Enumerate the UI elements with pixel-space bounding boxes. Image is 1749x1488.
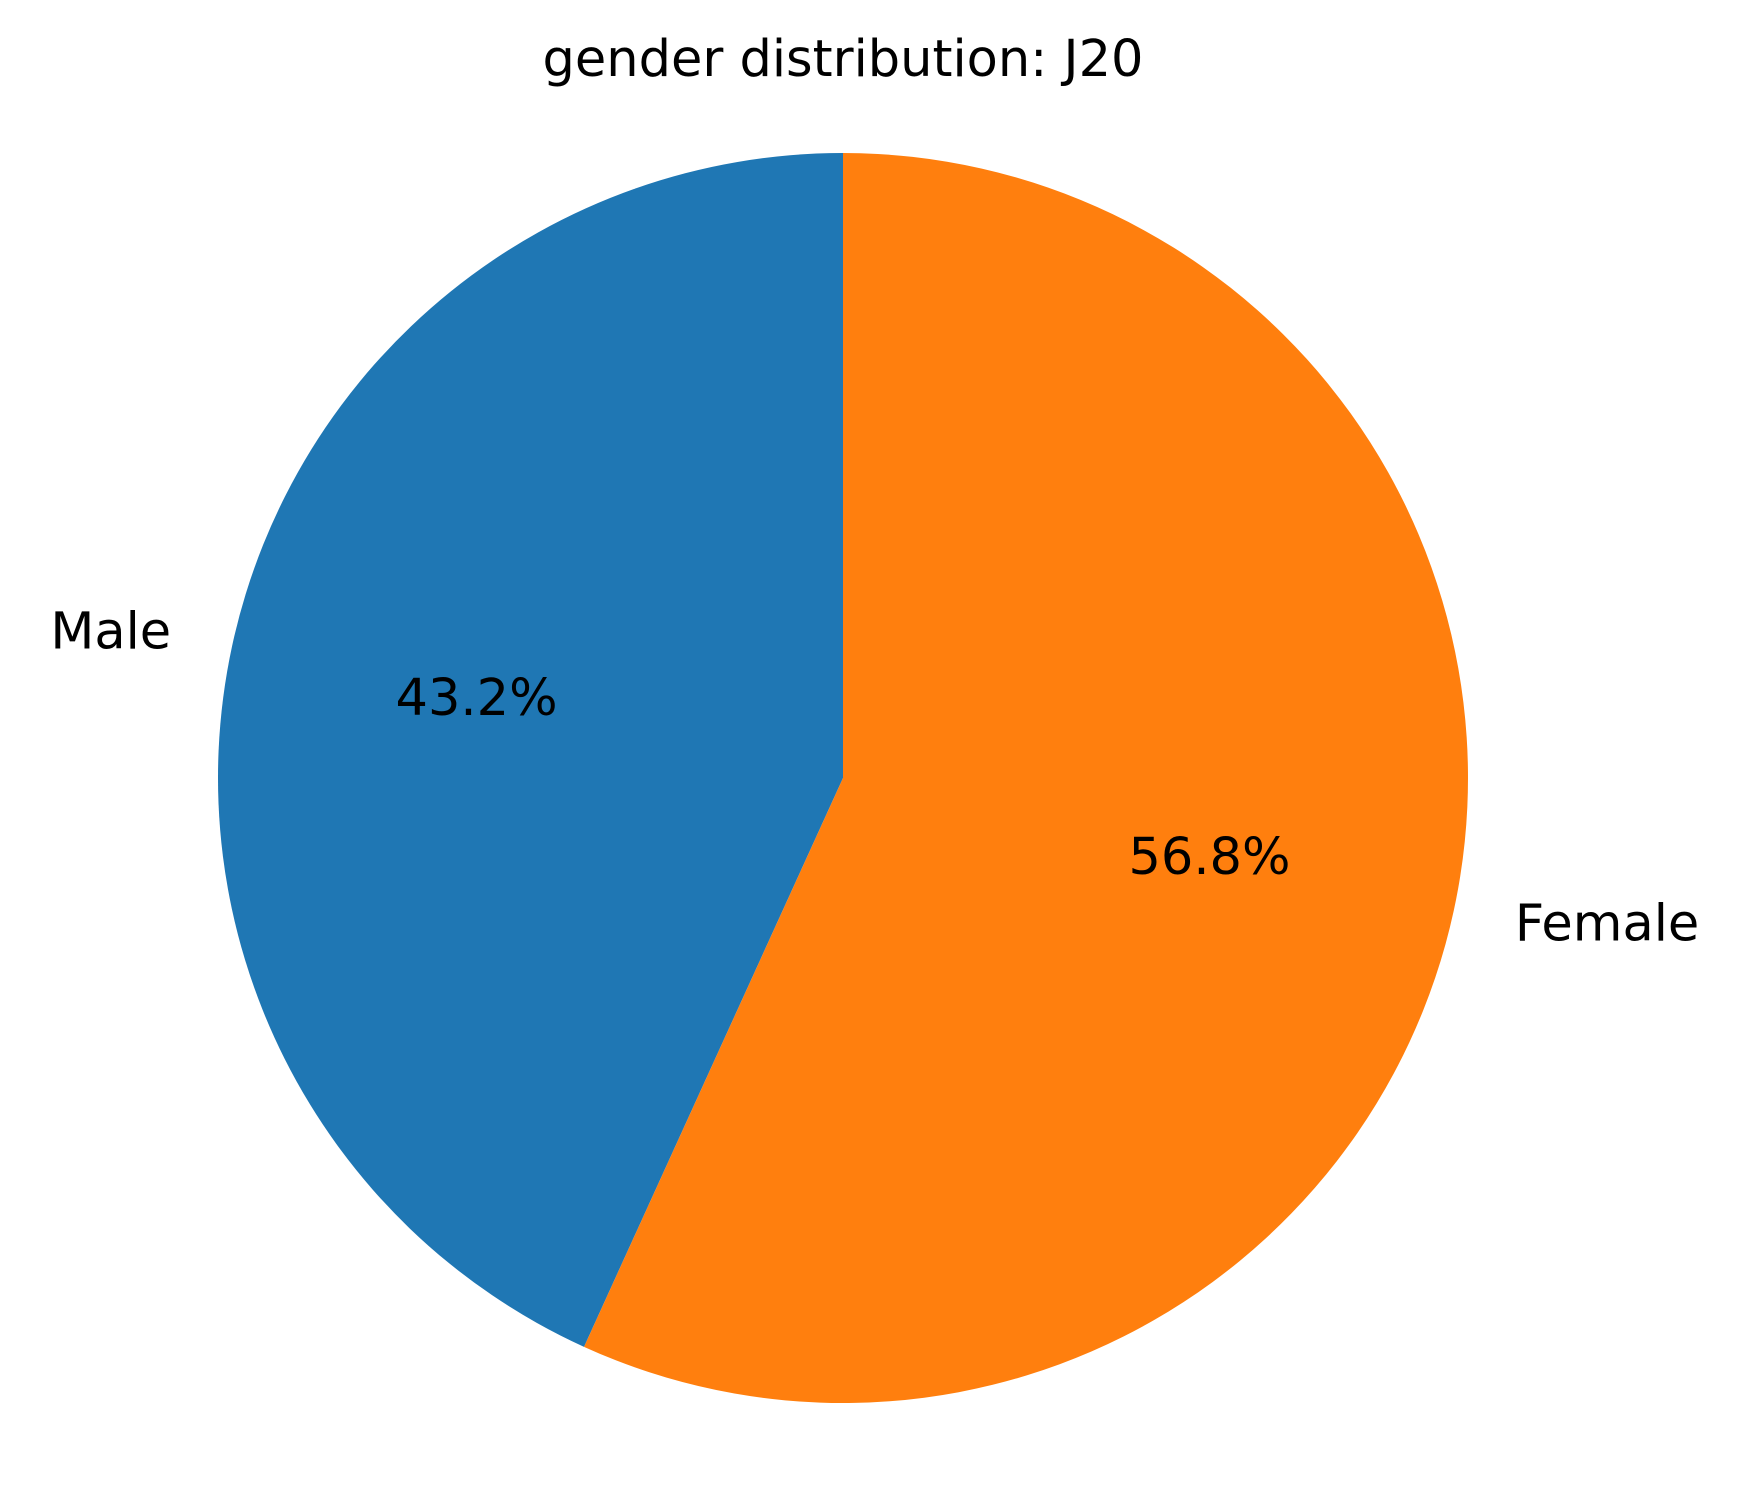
- pie-slice-female: [584, 153, 1468, 1403]
- slice-label-male: Male: [50, 603, 171, 662]
- pie-labels: Male 43.2% Female 56.8%: [50, 603, 1699, 954]
- chart-title: gender distribution: J20: [543, 30, 1144, 89]
- slice-label-female: Female: [1515, 894, 1699, 953]
- pct-label-female: 56.8%: [1128, 828, 1290, 887]
- pct-label-male: 43.2%: [396, 669, 558, 728]
- pie-slice-male: [217, 153, 843, 1347]
- pie-slices: [217, 153, 1468, 1403]
